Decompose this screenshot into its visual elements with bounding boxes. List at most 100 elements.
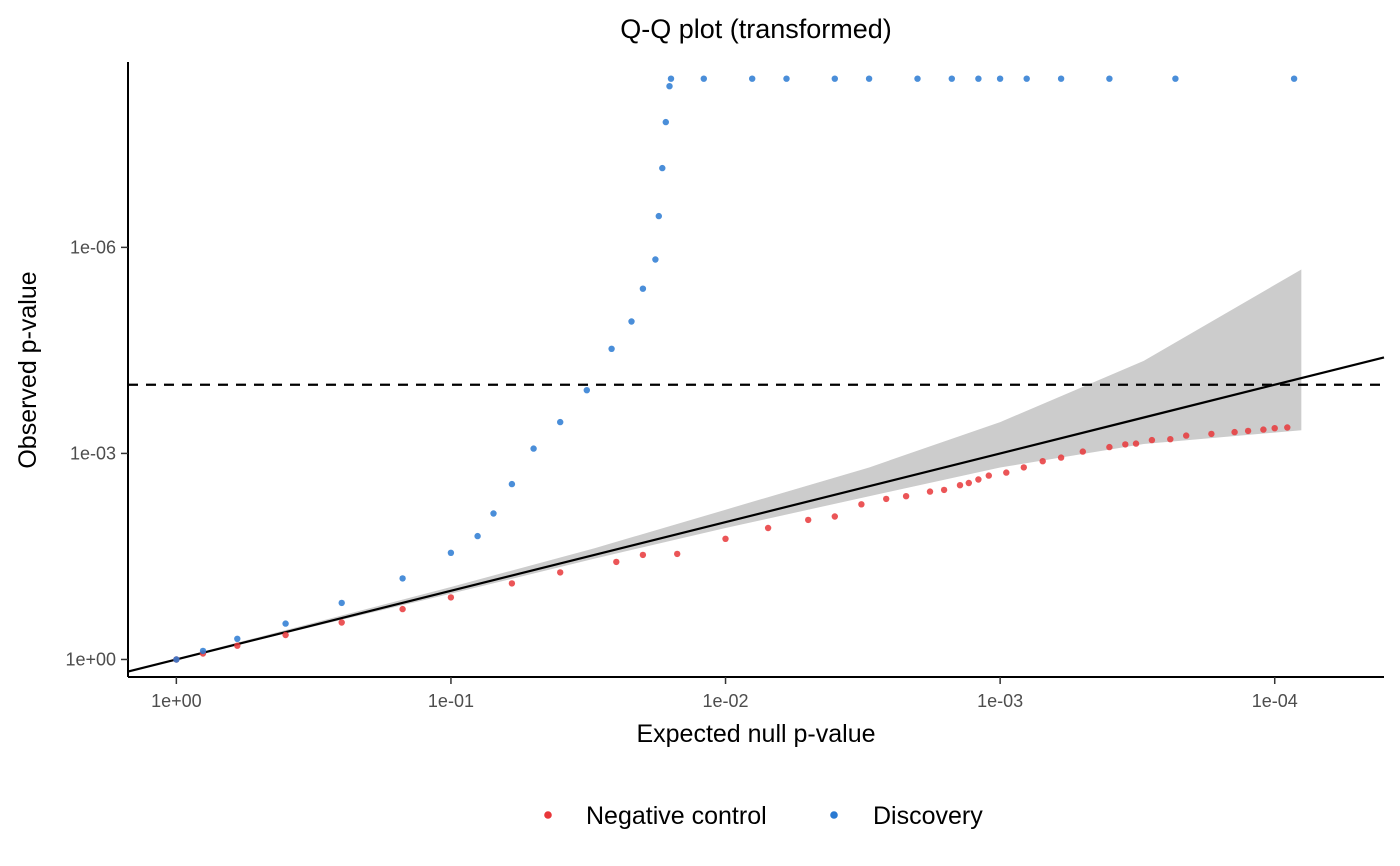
data-point-discovery (914, 75, 921, 82)
data-point-discovery (662, 118, 669, 126)
x-tick-label: 1e+00 (151, 691, 202, 711)
data-point-discovery (639, 285, 647, 292)
data-point-negative-control (674, 550, 681, 558)
x-tick-label: 1e-02 (703, 691, 749, 711)
series-discovery (173, 75, 1298, 663)
data-point-negative-control (1079, 448, 1087, 455)
y-tick-label: 1e-03 (70, 443, 116, 463)
chart-title: Q-Q plot (transformed) (620, 14, 892, 44)
data-point-discovery (865, 75, 873, 82)
legend-label-negative-control: Negative control (586, 802, 767, 830)
axes-layer: 1e+00 1e-01 1e-02 1e-03 1e-04 1e+00 1e-03 1e-06 (65, 62, 1384, 711)
data-point-discovery (1106, 75, 1113, 82)
data-point-negative-control (508, 580, 516, 587)
data-points-layer (173, 75, 1298, 663)
data-point-negative-control (883, 495, 890, 503)
data-point-discovery (234, 635, 241, 642)
data-point-negative-control (557, 569, 564, 576)
data-point-negative-control (338, 619, 345, 626)
data-point-discovery (399, 575, 406, 582)
data-point-negative-control (234, 642, 241, 649)
y-tick-label: 1e+00 (65, 649, 116, 669)
data-point-negative-control (1231, 428, 1238, 436)
data-point-discovery (557, 418, 564, 426)
data-point-negative-control (926, 488, 934, 495)
data-point-negative-control (1284, 424, 1291, 431)
data-point-negative-control (956, 482, 964, 489)
data-point-negative-control (1244, 427, 1252, 435)
legend-key-discovery (830, 811, 838, 819)
data-point-negative-control (1106, 443, 1113, 451)
x-tick-label: 1e-03 (977, 691, 1023, 711)
data-point-negative-control (722, 535, 729, 542)
data-point-discovery (996, 75, 1004, 82)
data-point-discovery (1057, 75, 1065, 82)
data-point-discovery (655, 212, 662, 220)
data-point-negative-control (764, 524, 772, 532)
data-point-discovery (583, 387, 590, 394)
data-point-discovery (173, 656, 180, 663)
identity-reference-line (127, 356, 1385, 673)
data-point-discovery (652, 256, 659, 263)
x-tick-label: 1e-01 (428, 691, 474, 711)
data-point-discovery (749, 75, 756, 82)
x-tick-label: 1e-04 (1252, 691, 1298, 711)
data-point-negative-control (1148, 436, 1156, 444)
reference-lines-layer (127, 356, 1385, 673)
data-point-discovery (1023, 75, 1030, 82)
data-point-discovery (508, 480, 516, 488)
data-point-negative-control (613, 558, 620, 566)
data-point-negative-control (1183, 432, 1190, 439)
data-point-discovery (700, 75, 707, 82)
data-point-discovery (474, 532, 481, 540)
data-point-discovery (490, 510, 497, 517)
legend: Negative control Discovery (544, 802, 983, 830)
data-point-negative-control (1271, 425, 1278, 432)
data-point-negative-control (975, 476, 982, 483)
data-point-negative-control (1020, 464, 1027, 471)
data-point-discovery (831, 75, 838, 82)
data-point-discovery (447, 549, 455, 556)
data-point-negative-control (1003, 469, 1010, 476)
legend-key-negative-control (544, 811, 552, 819)
data-point-negative-control (1167, 436, 1174, 443)
confidence-band (176, 269, 1302, 660)
data-point-discovery (948, 75, 955, 82)
data-point-discovery (975, 75, 982, 82)
data-point-negative-control (1039, 458, 1046, 465)
data-point-negative-control (831, 513, 838, 520)
data-point-negative-control (965, 479, 972, 487)
data-point-discovery (199, 647, 207, 655)
data-point-discovery (659, 164, 666, 172)
data-point-discovery (282, 620, 289, 627)
data-point-discovery (1172, 75, 1179, 82)
data-point-negative-control (902, 493, 910, 500)
legend-label-discovery: Discovery (873, 802, 983, 830)
data-point-discovery (628, 318, 635, 325)
data-point-negative-control (858, 501, 865, 508)
data-point-negative-control (985, 472, 992, 479)
data-point-discovery (666, 83, 673, 90)
data-point-discovery (667, 75, 675, 82)
series-negative-control (173, 424, 1291, 663)
data-point-negative-control (1057, 454, 1065, 461)
data-point-negative-control (1208, 430, 1215, 438)
data-point-negative-control (1132, 440, 1140, 447)
data-point-negative-control (447, 594, 455, 601)
data-point-negative-control (282, 631, 289, 639)
data-point-discovery (1290, 75, 1298, 82)
y-tick-label: 1e-06 (70, 237, 116, 257)
data-point-negative-control (1122, 441, 1129, 448)
data-point-negative-control (805, 516, 812, 524)
data-point-negative-control (1260, 426, 1267, 433)
data-point-negative-control (940, 486, 948, 494)
confidence-band-layer (176, 269, 1302, 660)
data-point-discovery (608, 345, 615, 352)
data-point-negative-control (399, 605, 406, 613)
data-point-negative-control (639, 551, 647, 559)
data-point-discovery (530, 445, 537, 452)
y-axis-title: Observed p-value (14, 271, 42, 468)
data-point-discovery (783, 75, 790, 82)
x-axis-title: Expected null p-value (636, 720, 875, 748)
